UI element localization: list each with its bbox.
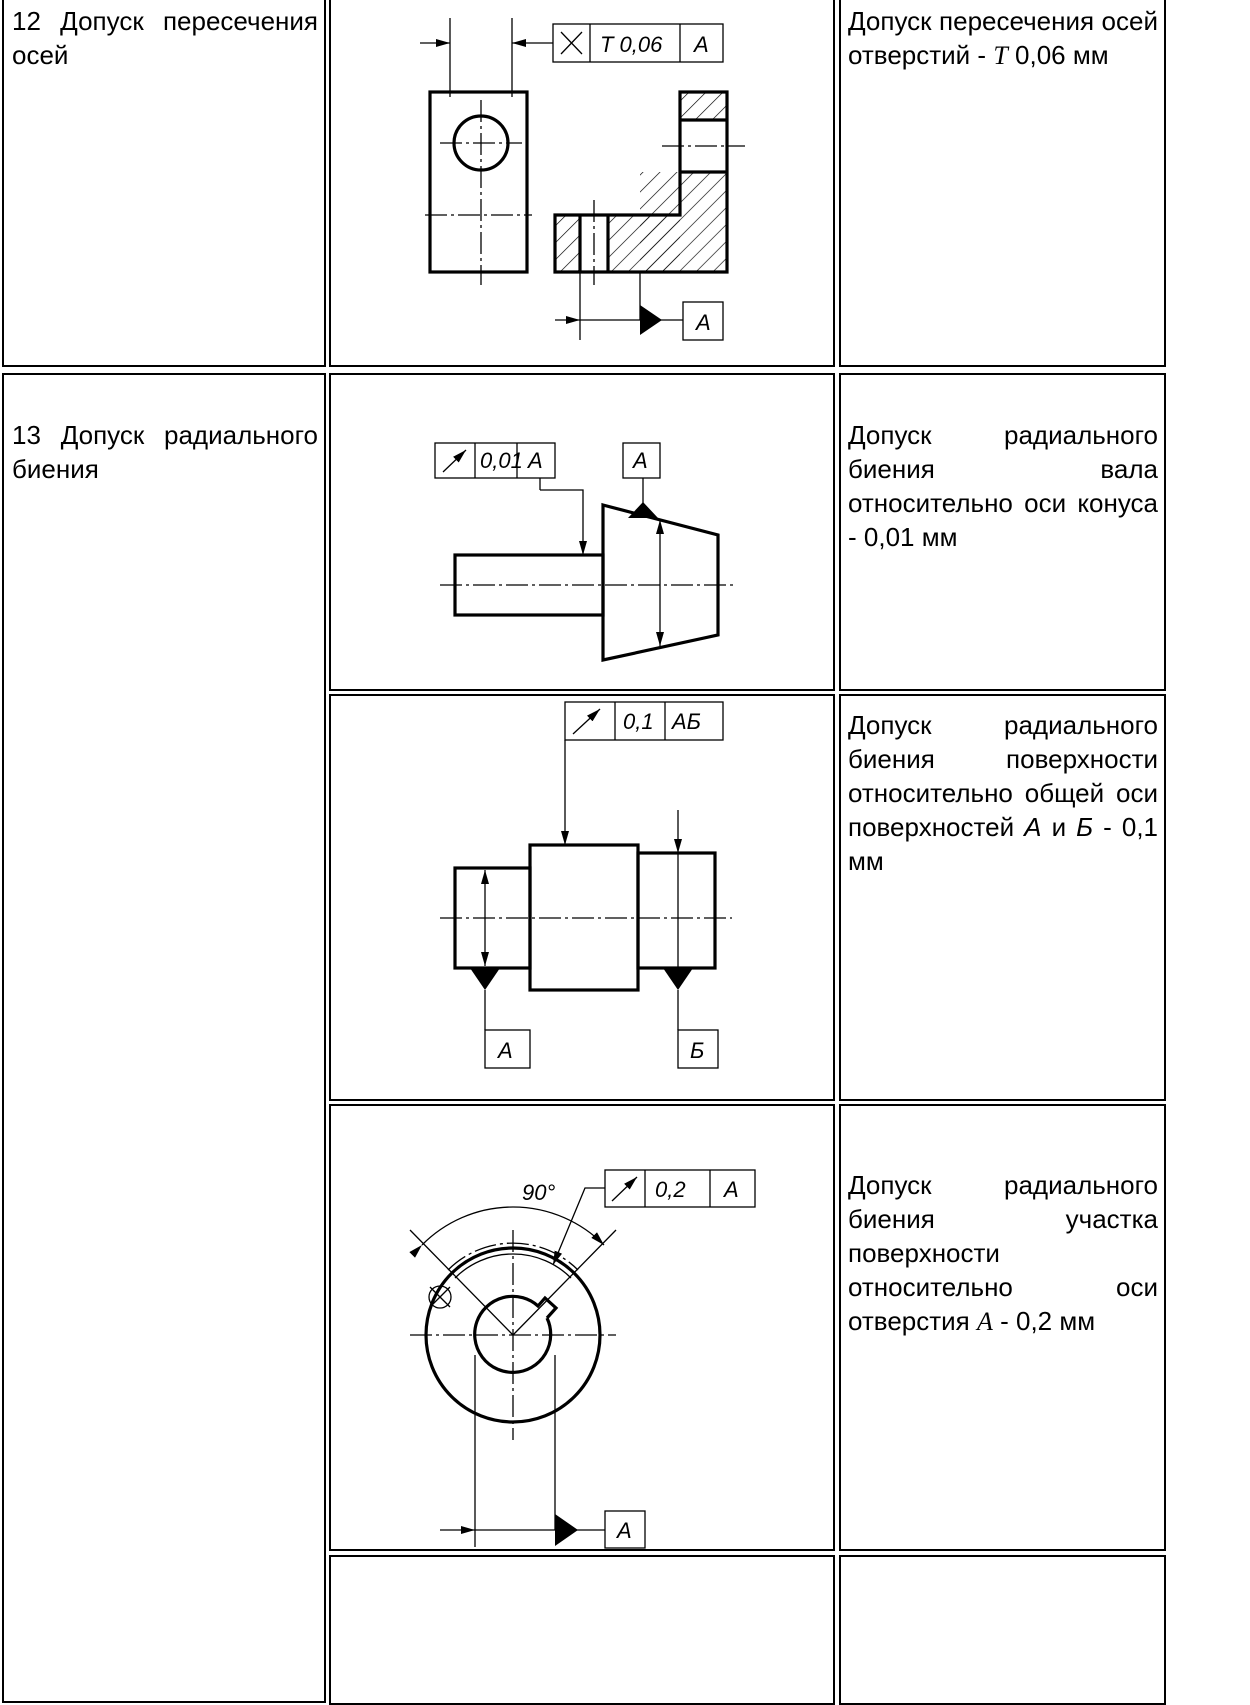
frame-datum: A <box>526 448 543 473</box>
text: - 0,2 мм <box>992 1306 1096 1336</box>
drawing-path <box>553 90 729 274</box>
frame-datum: АБ <box>670 709 701 734</box>
drawing-line <box>409 1229 514 1336</box>
text: и <box>1041 812 1077 842</box>
drawing-3: 0,1 АБ А Б <box>440 701 732 1069</box>
drawing-rect <box>677 1029 719 1069</box>
drawing-path <box>409 1206 605 1258</box>
row-label: 12 Допуск пересечения осей <box>12 6 318 70</box>
cell <box>839 1104 1166 1551</box>
cell <box>839 694 1166 1101</box>
drawing-path <box>470 968 500 990</box>
text: 0,06 мм <box>1007 40 1109 70</box>
cell <box>839 0 1166 367</box>
cell <box>839 373 1166 691</box>
description: Допуск радиального биения вала относител… <box>848 418 1158 554</box>
datum-label: A <box>694 310 711 335</box>
text: Допуск радиального биения поверхности от… <box>848 710 1158 842</box>
datum-label: A <box>615 1518 632 1543</box>
drawing-line <box>512 1229 617 1336</box>
drawing-circle <box>428 1285 452 1309</box>
drawing-1: T 0,06 A A <box>420 18 745 341</box>
drawing-rect <box>640 172 727 272</box>
drawing-line <box>611 1176 638 1202</box>
frame-value: T 0,06 <box>600 32 663 57</box>
drawing-path <box>560 31 583 55</box>
drawing-path <box>555 1514 578 1546</box>
drawing-path <box>454 1253 572 1279</box>
description: Допуск пересечения осей отверстий - T 0,… <box>848 4 1158 73</box>
drawing-path <box>663 968 693 990</box>
drawing-rect <box>622 442 661 479</box>
symbol: A <box>976 1307 993 1336</box>
drawing-path <box>473 1294 559 1374</box>
drawing-line <box>442 449 467 473</box>
frame-datum: A <box>722 1177 739 1202</box>
cell <box>329 0 835 367</box>
frame-value: 0,1 <box>623 709 654 734</box>
drawing-4: 90° 0,2 A A <box>409 1169 756 1549</box>
drawing-rect <box>680 92 727 120</box>
symbol: T <box>993 41 1008 70</box>
cell <box>2 0 326 367</box>
drawing-line <box>572 708 601 735</box>
drawing-line <box>429 1286 451 1308</box>
angle-label: 90° <box>522 1180 555 1205</box>
frame-value: 0,2 <box>655 1177 686 1202</box>
row-label: 13 Допуск радиального биения <box>12 420 318 484</box>
drawing-path <box>552 1187 605 1266</box>
drawing-path <box>601 502 720 662</box>
cell <box>329 1104 835 1551</box>
text: Допуск пересечения осей отверстий - <box>848 6 1158 70</box>
frame-value: 0,01 <box>480 448 523 473</box>
drawing-path <box>640 305 662 335</box>
text: Допуск радиального биения участка поверх… <box>848 1170 1158 1336</box>
drawing-rect <box>604 1510 646 1549</box>
description: Допуск радиального биения участка поверх… <box>848 1168 1158 1339</box>
description: Допуск радиального биения поверхности от… <box>848 708 1158 878</box>
drawing-rect <box>682 301 724 341</box>
frame-datum: A <box>692 32 709 57</box>
symbol: А <box>1024 812 1042 842</box>
cell <box>329 694 835 1101</box>
drawing-rect <box>428 90 529 274</box>
text: Допуск радиального биения вала относител… <box>848 420 1158 552</box>
drawing-rect <box>484 1029 531 1069</box>
datum-label: A <box>631 448 648 473</box>
drawing-rect <box>564 701 724 741</box>
drawing-path <box>540 489 587 555</box>
drawing-rect <box>636 851 717 970</box>
text: - 0,1 мм <box>848 812 1158 876</box>
drawing-rect <box>434 442 556 479</box>
datum-label: Б <box>690 1038 704 1063</box>
datum-label: А <box>496 1038 513 1063</box>
symbol: Б <box>1076 812 1094 842</box>
drawing-2: 0,01 A A <box>434 442 735 662</box>
cell <box>329 373 835 691</box>
